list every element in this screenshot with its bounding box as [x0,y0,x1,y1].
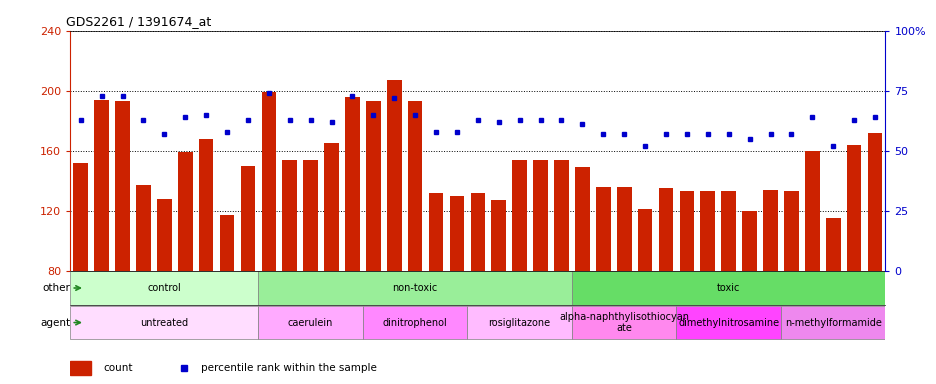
Bar [637,209,651,271]
Bar [676,306,780,339]
Bar [258,271,571,305]
Bar [762,190,777,271]
Bar [867,133,882,271]
Text: non-toxic: non-toxic [392,283,437,293]
Bar [198,139,213,271]
Bar [407,101,422,271]
Text: agent: agent [40,318,70,328]
Bar [70,361,91,375]
Bar [512,160,526,271]
Bar [157,199,171,271]
Bar [721,191,735,271]
Bar [533,160,548,271]
Bar [470,193,485,271]
Bar [362,306,467,339]
Text: dinitrophenol: dinitrophenol [383,318,447,328]
Text: alpha-naphthylisothiocyan
ate: alpha-naphthylisothiocyan ate [559,312,689,333]
Bar [241,166,255,271]
Bar [95,100,109,271]
Bar [700,191,714,271]
Bar [595,187,610,271]
Text: n-methylformamide: n-methylformamide [784,318,881,328]
Text: toxic: toxic [716,283,739,293]
Bar [282,160,297,271]
Text: rosiglitazone: rosiglitazone [488,318,550,328]
Bar [679,191,694,271]
Bar [219,215,234,271]
Text: other: other [42,283,70,293]
Bar [658,188,673,271]
Bar [303,160,317,271]
Bar [324,143,339,271]
Bar [344,97,359,271]
Text: dimethylnitrosamine: dimethylnitrosamine [678,318,779,328]
Bar [780,306,885,339]
Bar [571,306,676,339]
Bar [783,191,797,271]
Bar [258,306,362,339]
Bar [136,185,151,271]
Bar [490,200,505,271]
Bar [571,271,885,305]
Bar [467,306,571,339]
Bar [73,163,88,271]
Bar [846,145,860,271]
Text: control: control [147,283,181,293]
Bar [261,92,276,271]
Bar [449,196,463,271]
Bar [575,167,589,271]
Bar [178,152,192,271]
Bar [70,306,258,339]
Text: untreated: untreated [140,318,188,328]
Bar [553,160,568,271]
Bar [387,80,402,271]
Text: GDS2261 / 1391674_at: GDS2261 / 1391674_at [66,15,212,28]
Text: caerulein: caerulein [287,318,333,328]
Bar [616,187,631,271]
Bar [429,193,443,271]
Bar [741,211,756,271]
Bar [115,101,130,271]
Text: count: count [103,363,132,373]
Text: percentile rank within the sample: percentile rank within the sample [200,363,376,373]
Bar [804,151,819,271]
Bar [825,218,840,271]
Bar [366,101,380,271]
Bar [70,271,258,305]
